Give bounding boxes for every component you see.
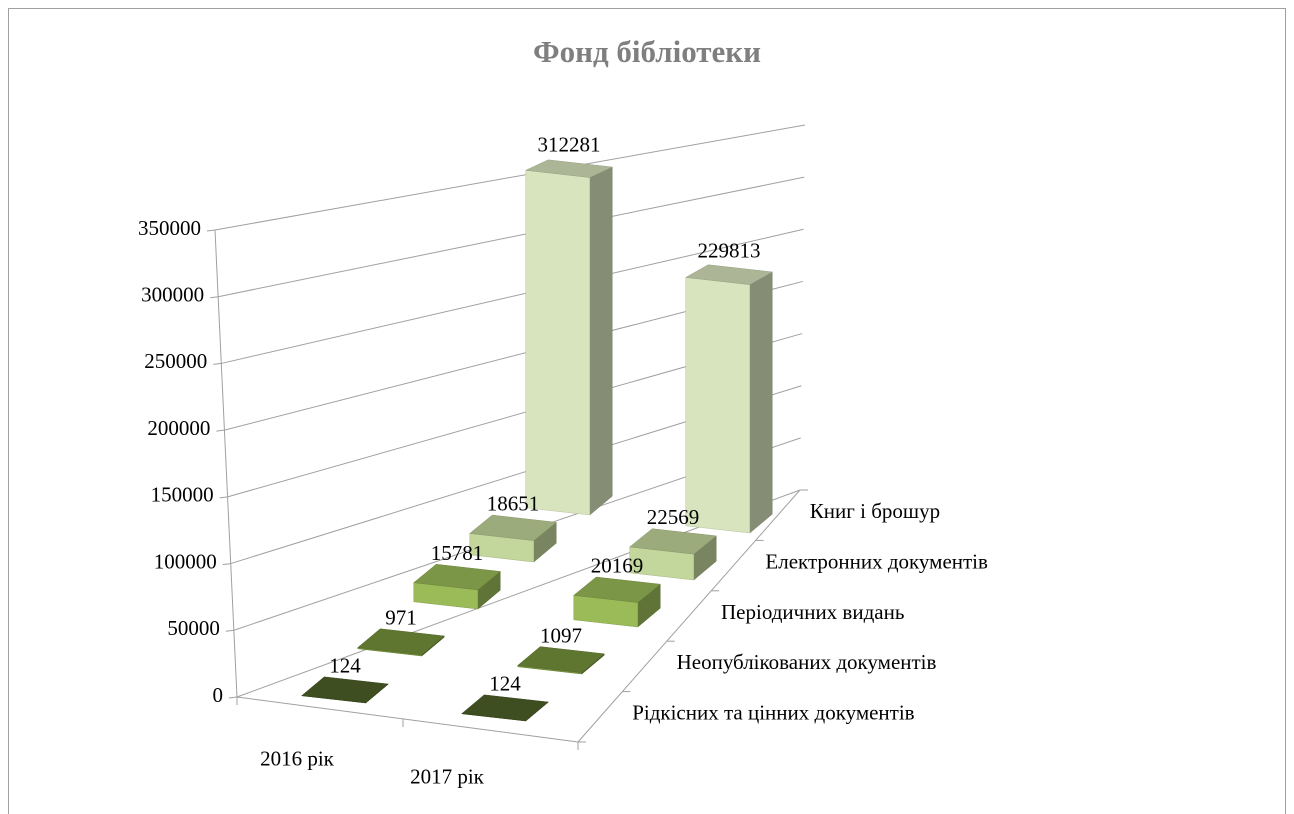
bar-top	[469, 514, 557, 541]
bar-top	[685, 264, 773, 285]
bar-top	[357, 628, 445, 656]
grid	[206, 124, 808, 750]
depth-axis	[577, 489, 801, 743]
x-axis	[236, 696, 579, 743]
value-label: 124	[489, 672, 521, 696]
value-label: 20169	[591, 554, 644, 578]
value-label: 971	[385, 606, 417, 630]
y-tick	[219, 496, 228, 499]
series-label: Періодичних видань	[721, 600, 904, 624]
y-tick-label: 50000	[167, 616, 220, 640]
chart-border	[8, 8, 1286, 814]
series-label: Електронних документів	[765, 549, 988, 573]
x-tick-label: 2016 рік	[260, 746, 335, 770]
y-tick	[206, 229, 216, 232]
value-label: 1097	[540, 623, 582, 647]
y-tick	[225, 629, 234, 632]
series-label: Неопублікованих документів	[677, 650, 937, 674]
labels: 0 50000 100000 150000 200000 250000 300000 3500…	[138, 132, 988, 788]
bar-front	[685, 277, 751, 534]
y-tick-label: 100000	[154, 549, 217, 573]
bar-top	[517, 646, 605, 673]
series-label: Рідкісних та цінних документів	[632, 701, 914, 725]
bars	[301, 159, 773, 722]
value-label: 229813	[698, 239, 761, 263]
bar-top	[461, 694, 549, 722]
x-tick-label: 2017 рік	[410, 764, 485, 788]
y-tick	[216, 429, 225, 432]
y-tick	[228, 696, 238, 699]
chart-title: Фонд бібліотеки	[533, 34, 761, 69]
series-label: Книг і брошур	[810, 499, 940, 523]
y-tick-label: 200000	[147, 416, 210, 440]
value-label: 18651	[487, 492, 540, 516]
bar-front	[525, 170, 591, 516]
bar-top	[301, 676, 389, 704]
grid-line	[221, 228, 804, 364]
bar-side	[589, 166, 613, 516]
grid-line	[214, 124, 806, 231]
value-label: 22569	[647, 505, 700, 529]
y-tick-label: 350000	[138, 216, 201, 240]
y-tick-label: 300000	[141, 283, 204, 307]
bar-top	[413, 563, 501, 591]
y-axis	[214, 229, 238, 698]
value-label: 124	[329, 654, 361, 678]
bar-top	[524, 159, 614, 178]
y-tick	[210, 296, 219, 299]
bar-top	[629, 528, 717, 555]
y-tick-label: 250000	[144, 349, 207, 373]
value-label: 312281	[538, 132, 601, 156]
y-tick	[213, 362, 222, 365]
grid-line	[218, 176, 805, 298]
value-label: 15781	[431, 541, 484, 565]
y-tick-label: 150000	[151, 483, 214, 507]
bar-side	[749, 271, 773, 534]
y-tick-label: 0	[213, 683, 224, 707]
bar-top	[573, 576, 661, 603]
y-tick	[222, 563, 231, 566]
